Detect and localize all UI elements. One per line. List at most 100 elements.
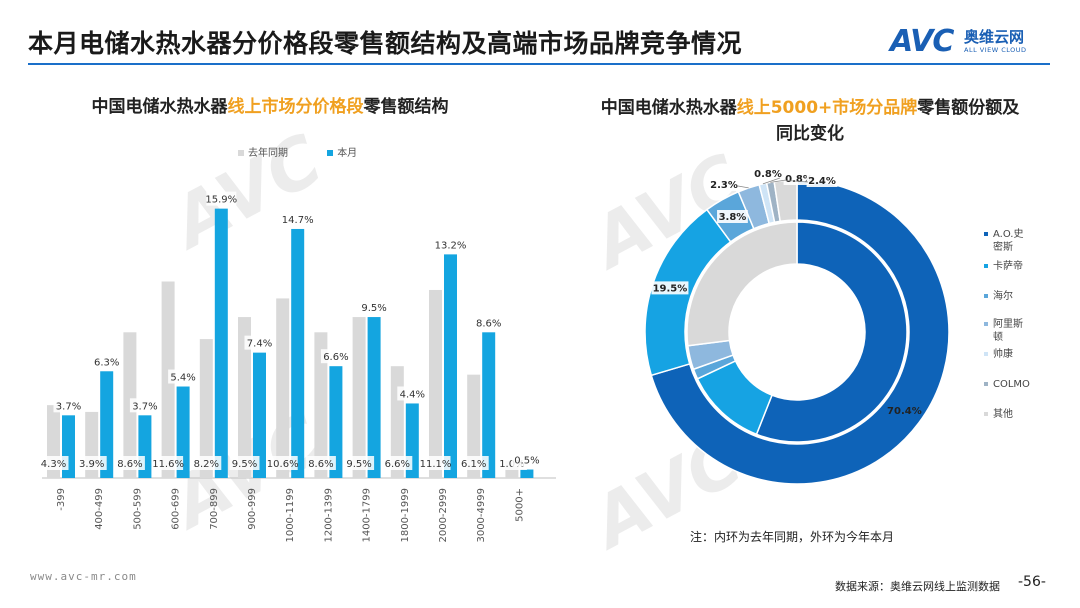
data-source: 数据来源：奥维云网线上监测数据 [835,580,1000,593]
data-label-last-year: 6.1% [458,456,489,470]
svg-text:7.4%: 7.4% [247,339,272,350]
legend-brand-label: 阿里斯 顿 [993,319,1023,343]
svg-text:8.6%: 8.6% [476,318,501,329]
legend-brand-label: COLMO [993,379,1030,390]
legend-item-last-year: 去年同期 [238,144,288,159]
legend-brand-label: 卡萨帝 [993,261,1023,272]
legend-item-brand: 帅康 [984,348,1013,361]
legend-brand-label: 帅康 [993,349,1013,360]
data-label-last-year: 9.5% [344,456,375,470]
bar-last-year [352,317,366,478]
bar-last-year [467,374,481,478]
data-label-last-year: 11.1% [420,456,452,470]
x-tick-label: -399 [56,488,67,511]
data-label-this-month: 13.2% [435,237,466,252]
data-label-this-month: 4.4% [397,386,428,401]
data-label-this-month: 6.6% [320,349,351,364]
data-label-this-month: 8.6% [473,315,504,330]
svg-text:9.5%: 9.5% [232,459,257,470]
data-label-last-year: 9.5% [229,456,260,470]
svg-text:0.8%: 0.8% [785,174,813,185]
svg-text:5.4%: 5.4% [170,373,195,384]
svg-text:6.6%: 6.6% [385,459,410,470]
svg-text:11.1%: 11.1% [420,459,452,470]
x-tick-label: 3000-4999 [476,488,487,543]
slice-label: 3.8% [717,210,748,224]
svg-text:8.6%: 8.6% [308,459,333,470]
donut-chart-title: 中国电储水热水器线上5000+市场分品牌零售额份额及同比变化 [600,98,1020,144]
leader-line [737,185,749,189]
x-tick-label: 2000-2999 [438,488,449,543]
bar-chart-title: 中国电储水热水器线上市场分价格段零售额结构 [91,97,449,117]
data-label-this-month: 3.7% [129,398,160,413]
bar-this-month [444,254,457,478]
x-tick-label: 500-599 [132,488,143,530]
legend-item-this-month: 本月 [327,144,357,159]
legend-item-brand: A.O.史 密斯 [984,228,1024,254]
svg-text:3.7%: 3.7% [132,401,157,412]
svg-text:70.4%: 70.4% [887,406,922,417]
legend-item-brand: COLMO [984,378,1030,391]
bar-last-year [429,289,442,478]
bar-this-month [100,371,114,478]
data-label-this-month: 5.4% [168,369,199,384]
legend-item-brand: 卡萨帝 [984,260,1023,273]
legend-item-brand: 海尔 [984,290,1013,303]
x-tick-label: 400-499 [94,488,105,530]
data-label-this-month: 6.3% [91,354,122,369]
data-label-last-year: 4.3% [38,456,69,470]
logo-cn-text: 奥维云网 [964,28,1025,46]
legend-brand-label: A.O.史 密斯 [993,229,1024,253]
svg-text:9.5%: 9.5% [361,303,386,314]
svg-text:8.2%: 8.2% [194,459,219,470]
slice-label: 70.4% [887,406,922,417]
svg-text:0.5%: 0.5% [514,456,539,467]
x-tick-label: 1400-1799 [362,488,373,543]
x-tick-label: 700-899 [209,488,220,530]
logo-en-text: ALL VIEW CLOUD [964,46,1027,54]
outer-ring-slice [650,179,950,485]
svg-text:8.6%: 8.6% [117,459,142,470]
legend-item-brand: 其他 [984,408,1013,421]
leader-line [762,177,781,185]
x-tick-label: 1200-1399 [323,488,334,543]
svg-text:6.1%: 6.1% [461,459,486,470]
bar-last-year [199,339,213,478]
svg-text:9.5%: 9.5% [346,459,371,470]
svg-text:15.9%: 15.9% [205,195,237,206]
bar-last-year [276,298,290,478]
svg-text:11.6%: 11.6% [152,459,184,470]
svg-text:6.6%: 6.6% [323,352,348,363]
leader-line [770,179,787,183]
avc-logo: AVC 奥维云网 ALL VIEW CLOUD [890,24,1060,60]
data-label-this-month: 7.4% [244,335,275,350]
data-label-last-year: 8.6% [305,456,336,470]
data-label-last-year: 11.6% [152,456,184,470]
leader-line [785,180,809,183]
slice-label: 19.5% [651,281,689,295]
bar-chart-legend: 去年同期 本月 [238,144,393,159]
data-label-this-month: 15.9% [205,191,237,206]
legend-item-brand: 阿里斯 顿 [984,318,1023,344]
data-label-last-year: 10.6% [267,456,299,470]
bar-last-year [238,317,251,478]
page-title: 本月电储水热水器分价格段零售额结构及高端市场品牌竞争情况 [28,29,743,58]
legend-brand-label: 其他 [993,409,1013,420]
inner-ring-slice [686,221,798,347]
bar-this-month [214,208,228,478]
chart-note: 注：内环为去年同期，外环为今年本月 [690,530,895,544]
bar-this-month [176,386,190,478]
x-tick-label: 1000-1199 [285,488,296,543]
data-label-last-year: 8.2% [191,456,222,470]
data-label-last-year: 3.9% [76,456,107,470]
legend-brand-label: 海尔 [993,291,1013,302]
svg-text:14.7%: 14.7% [282,215,314,226]
inner-ring-slice [755,221,908,443]
svg-text:19.5%: 19.5% [653,283,688,294]
bar-this-month [367,317,381,478]
svg-text:4.3%: 4.3% [41,459,66,470]
data-label-this-month: 0.5% [511,452,542,467]
slice-label: 2.4% [806,174,838,187]
